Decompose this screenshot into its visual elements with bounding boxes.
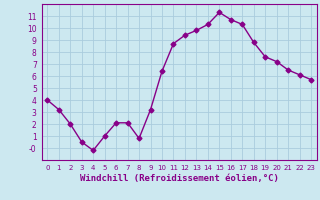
- X-axis label: Windchill (Refroidissement éolien,°C): Windchill (Refroidissement éolien,°C): [80, 174, 279, 183]
